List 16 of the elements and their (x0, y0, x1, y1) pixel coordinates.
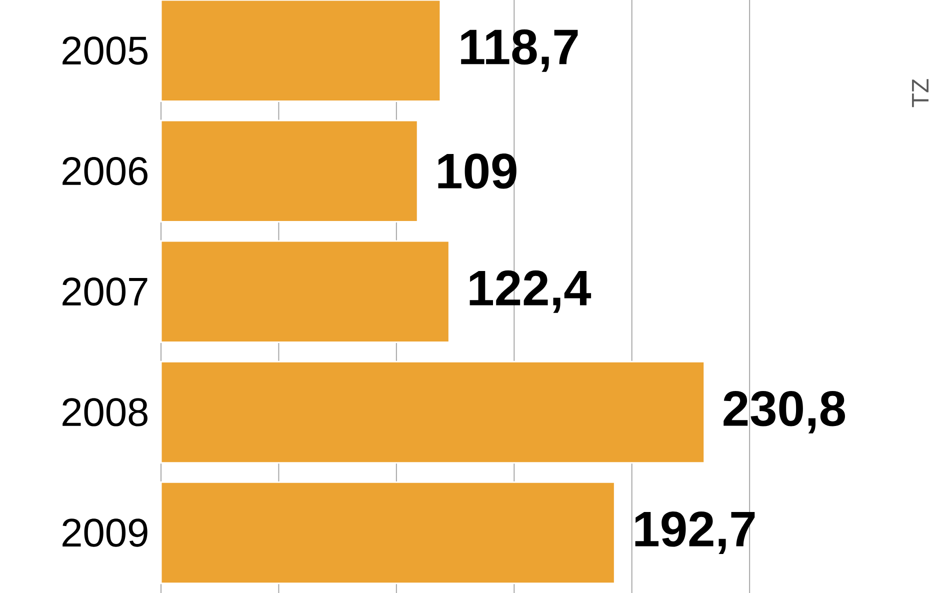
data-label: 118,7 (461, 29, 578, 72)
data-label: 109 (438, 154, 516, 189)
bar (160, 0, 442, 102)
y-tick-label: 2008 (62, 398, 148, 426)
data-label: 230,8 (724, 390, 845, 434)
text: TZ (912, 79, 928, 108)
y-tick-label: 2007 (62, 278, 148, 306)
data-label: 192,7 (635, 511, 755, 554)
y-tick-label: 2006 (62, 157, 148, 186)
y-tick-label: 2009 (62, 518, 148, 547)
y-tick-label: 2005 (62, 36, 148, 65)
bar (160, 360, 706, 464)
data-label: 122,4 (470, 270, 592, 313)
bar (160, 240, 450, 344)
bar (160, 481, 616, 584)
bar (160, 120, 418, 223)
